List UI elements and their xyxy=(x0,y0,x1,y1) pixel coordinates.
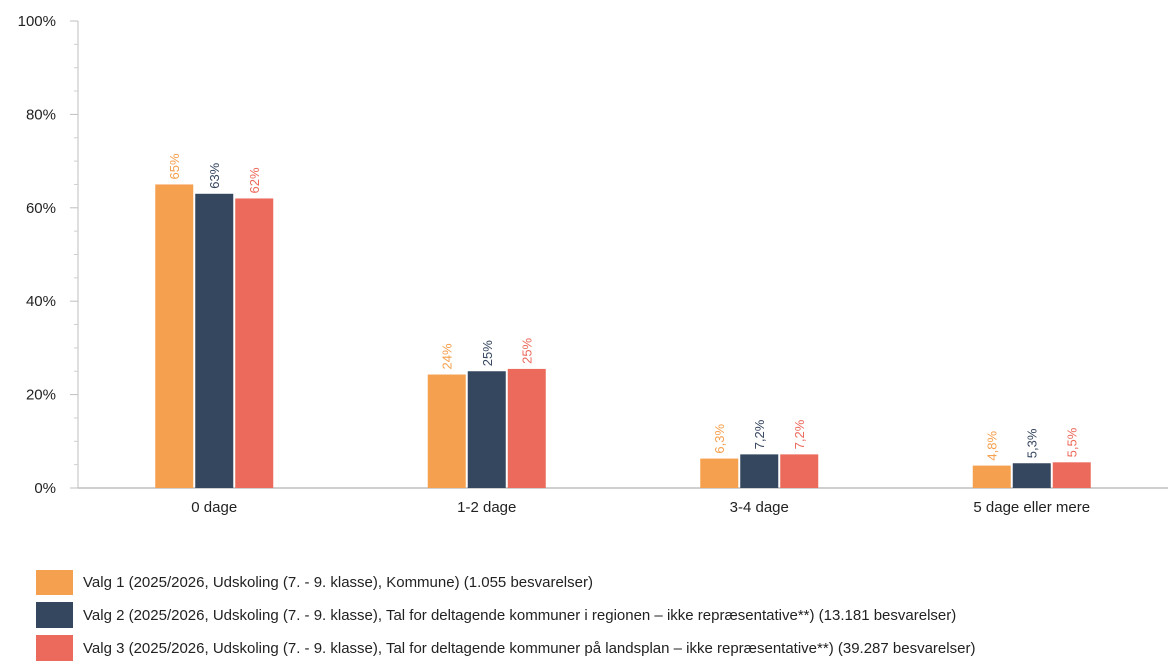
bar xyxy=(235,198,274,488)
y-tick-label: 80% xyxy=(26,106,56,123)
data-label: 7,2% xyxy=(752,419,767,449)
data-label: 4,8% xyxy=(985,431,1000,461)
legend-swatch xyxy=(36,602,73,628)
bar xyxy=(740,454,779,488)
x-tick-label: 0 dage xyxy=(191,499,237,516)
bar xyxy=(467,371,506,488)
y-tick-label: 20% xyxy=(26,387,56,404)
legend-item-valg-2[interactable]: Valg 2 (2025/2026, Udskoling (7. - 9. kl… xyxy=(36,602,1168,628)
bar xyxy=(1012,463,1051,488)
data-label: 6,3% xyxy=(712,424,727,454)
bar xyxy=(780,454,819,488)
x-tick-label: 3-4 dage xyxy=(730,499,789,516)
data-label: 62% xyxy=(247,167,262,193)
legend-label: Valg 2 (2025/2026, Udskoling (7. - 9. kl… xyxy=(83,606,957,624)
data-label: 63% xyxy=(207,162,222,188)
y-tick-label: 40% xyxy=(26,293,56,310)
legend-item-valg-3[interactable]: Valg 3 (2025/2026, Udskoling (7. - 9. kl… xyxy=(36,635,1168,661)
legend-label: Valg 1 (2025/2026, Udskoling (7. - 9. kl… xyxy=(83,573,593,591)
y-tick-label: 60% xyxy=(26,200,56,217)
x-tick-label: 1-2 dage xyxy=(457,499,516,516)
bar xyxy=(972,465,1011,488)
bar xyxy=(155,184,194,488)
bar xyxy=(700,458,739,488)
legend-item-valg-1[interactable]: Valg 1 (2025/2026, Udskoling (7. - 9. kl… xyxy=(36,570,1168,595)
data-label: 24% xyxy=(440,343,455,369)
data-label: 7,2% xyxy=(792,419,807,449)
data-label: 5,3% xyxy=(1025,428,1040,458)
data-label: 65% xyxy=(167,153,182,179)
legend-label: Valg 3 (2025/2026, Udskoling (7. - 9. kl… xyxy=(83,639,976,657)
legend: Valg 1 (2025/2026, Udskoling (7. - 9. kl… xyxy=(36,570,1168,669)
bar-chart: 0% 20% 40% 60% 80% 100% 0 dage 65% 63% 62% 1-2 dag… xyxy=(18,13,1168,516)
bar xyxy=(195,193,234,489)
data-label: 5,5% xyxy=(1065,427,1080,457)
x-tick-label: 5 dage eller mere xyxy=(973,499,1090,516)
bar xyxy=(427,374,466,488)
bar xyxy=(507,368,546,488)
legend-swatch xyxy=(36,570,73,595)
data-label: 25% xyxy=(480,340,495,366)
y-tick-label: 100% xyxy=(18,13,56,30)
y-tick-label: 0% xyxy=(34,480,56,497)
legend-swatch xyxy=(36,635,73,661)
data-label: 25% xyxy=(520,337,535,363)
bar xyxy=(1052,462,1091,488)
